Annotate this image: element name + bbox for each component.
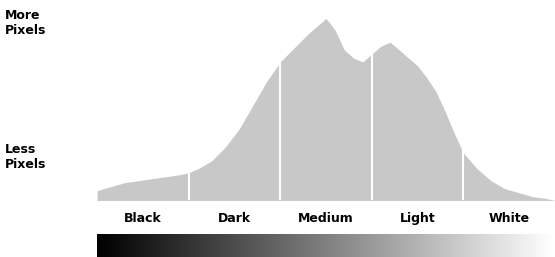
Text: Black: Black bbox=[124, 212, 162, 225]
Text: Medium: Medium bbox=[298, 212, 354, 225]
Text: Less
Pixels: Less Pixels bbox=[5, 143, 46, 171]
Text: White: White bbox=[488, 212, 530, 225]
Text: Light: Light bbox=[400, 212, 436, 225]
Text: Dark: Dark bbox=[218, 212, 251, 225]
Text: More
Pixels: More Pixels bbox=[5, 8, 46, 36]
